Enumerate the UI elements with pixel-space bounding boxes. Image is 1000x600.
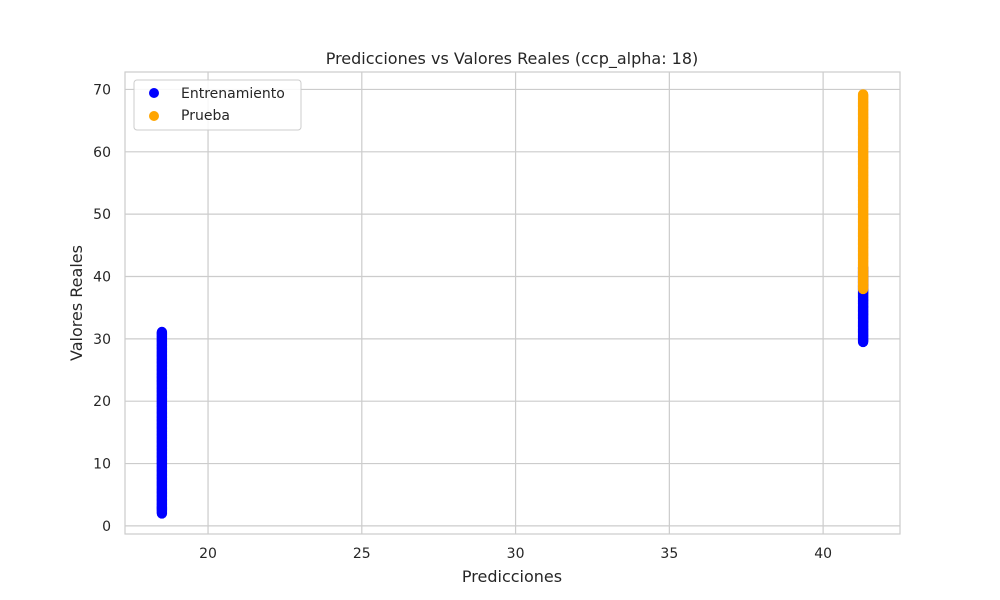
y-tick-label: 50 xyxy=(93,207,111,223)
y-tick-label: 70 xyxy=(93,82,111,98)
tick-labels: 20 25 30 35 40 0 10 20 30 40 50 60 70 xyxy=(93,82,832,562)
x-axis-label: Predicciones xyxy=(462,567,562,586)
legend-marker-entrenamiento xyxy=(149,88,159,98)
x-tick-label: 25 xyxy=(353,546,371,562)
data-points xyxy=(156,89,869,519)
y-tick-label: 40 xyxy=(93,270,111,286)
legend-box xyxy=(133,79,302,131)
y-tick-label: 30 xyxy=(93,332,111,348)
y-tick-label: 60 xyxy=(93,145,111,161)
x-tick-label: 40 xyxy=(814,546,832,562)
legend-label-prueba: Prueba xyxy=(181,108,230,124)
y-tick-label: 20 xyxy=(93,394,111,410)
grid xyxy=(125,72,900,534)
plot-area-frame xyxy=(124,71,901,535)
y-tick-label: 0 xyxy=(102,519,111,535)
data-point-prueba xyxy=(857,89,869,100)
legend-marker-prueba xyxy=(149,111,159,121)
series-prueba xyxy=(857,89,869,295)
legend-label-entrenamiento: Entrenamiento xyxy=(181,86,285,102)
legend: Entrenamiento Prueba xyxy=(133,79,302,131)
y-tick-label: 10 xyxy=(93,457,111,473)
x-tick-label: 30 xyxy=(507,546,525,562)
chart-title: Predicciones vs Valores Reales (ccp_alph… xyxy=(326,49,699,69)
y-axis-label: Valores Reales xyxy=(67,245,86,361)
x-tick-label: 20 xyxy=(199,546,217,562)
data-point-entrenamiento xyxy=(156,326,168,338)
x-tick-label: 35 xyxy=(660,546,678,562)
